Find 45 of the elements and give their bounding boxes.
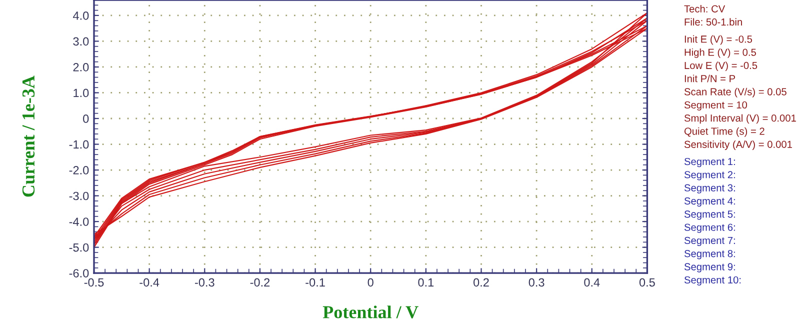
y-axis-title: Current / 1e-3A [22, 76, 35, 197]
x-tick-label: -0.5 [84, 278, 104, 287]
y-tick-label: -1.0 [69, 140, 89, 149]
y-tick-label: -2.0 [69, 166, 89, 174]
text: Segment 5: [684, 210, 735, 220]
x-tick-label: 0.1 [418, 278, 434, 287]
x-tick-label: -0.4 [140, 278, 160, 287]
y-tick-label: -5.0 [69, 243, 89, 252]
text: Sensitivity (A/V) = 0.001 [684, 140, 792, 150]
text: Segment 4: [684, 197, 735, 207]
text: High E (V) = 0.5 [684, 48, 756, 58]
text: Segment 9: [684, 263, 735, 272]
text: Low E (V) = -0.5 [684, 62, 758, 72]
text: Segment 7: [684, 236, 735, 246]
y-tick-label: -6.0 [69, 269, 89, 278]
x-tick-label: -0.3 [194, 278, 214, 287]
y-tick-label: 4.0 [73, 11, 89, 20]
text: Segment = 10 [684, 101, 748, 111]
x-tick-label: -0.2 [250, 278, 270, 287]
text: Segment 3: [684, 184, 735, 194]
y-tick-label: 3.0 [73, 37, 89, 46]
x-tick-label: 0 [368, 278, 374, 287]
text: File: 50-1.bin [684, 18, 742, 26]
text: Segment 2: [684, 171, 735, 180]
text: Segment 8: [684, 250, 735, 260]
y-tick-label: -4.0 [69, 218, 89, 226]
x-tick-label: 0.2 [473, 278, 489, 287]
y-tick-label: 1.0 [74, 88, 89, 98]
text: Segment 6: [684, 224, 735, 233]
x-tick-label: 0.3 [528, 278, 544, 287]
x-axis-title: Potential / V [322, 306, 418, 318]
x-tick-label: 0.5 [639, 278, 655, 287]
x-tick-label: 0.4 [584, 278, 600, 287]
text: Tech: CV [684, 4, 726, 12]
text: Init E (V) = -0.5 [684, 35, 752, 45]
text: Quiet Time (s) = 2 [684, 127, 764, 137]
y-tick-label: 2.0 [73, 63, 89, 72]
text: Smpl Interval (V) = 0.001 [684, 114, 796, 124]
y-tick-label: 0 [83, 114, 89, 123]
text: Scan Rate (V/s) = 0.05 [684, 88, 786, 98]
x-tick-label: -0.1 [306, 278, 325, 287]
text: Segment 1: [684, 158, 735, 168]
text: Segment 10: [684, 276, 741, 286]
text: Init P/N = P [684, 74, 736, 82]
y-tick-label: -3.0 [69, 192, 89, 200]
